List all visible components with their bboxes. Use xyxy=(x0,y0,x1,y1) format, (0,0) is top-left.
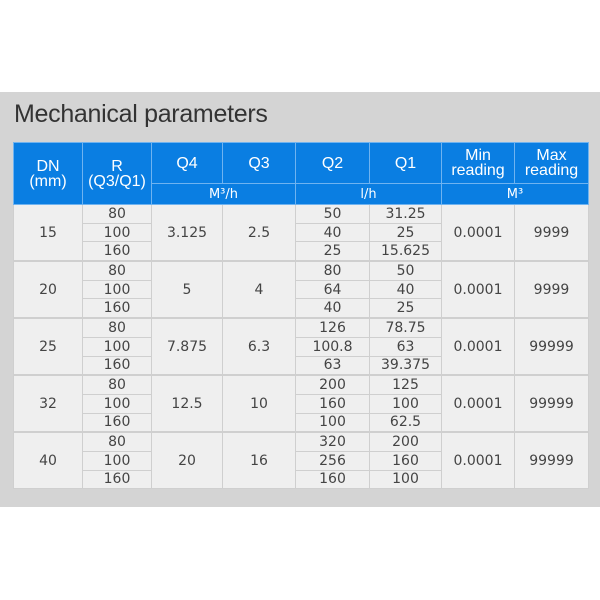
r-cell: 80 xyxy=(82,260,152,281)
r-cell: 80 xyxy=(82,374,152,395)
unit-q2-q1: l/h xyxy=(295,183,442,205)
table-row: 100 256 160 xyxy=(14,450,589,471)
q2-cell: 256 xyxy=(295,450,370,471)
r-cell: 160 xyxy=(82,469,152,490)
q2-cell: 320 xyxy=(295,431,370,452)
q4-cell: 5 xyxy=(151,260,223,319)
max-reading-cell: 99999 xyxy=(514,431,589,490)
table-row: 100 64 40 xyxy=(14,279,589,300)
q4-cell: 20 xyxy=(151,431,223,490)
r-cell: 80 xyxy=(82,204,152,224)
table-body: 15 80 3.125 2.5 50 31.25 0.0001 9999 100 40 25 160 2… xyxy=(13,204,589,490)
r-cell: 100 xyxy=(82,336,152,357)
q2-cell: 63 xyxy=(295,355,370,376)
page-title: Mechanical parameters xyxy=(14,100,268,128)
header-max-reading: Max reading xyxy=(514,142,589,184)
r-cell: 100 xyxy=(82,450,152,471)
min-reading-cell: 0.0001 xyxy=(441,260,515,319)
max-reading-cell: 99999 xyxy=(514,374,589,433)
parameters-table: DN (mm) R (Q3/Q1) Q4 Q3 Q2 Q1 Min reading … xyxy=(13,142,589,490)
table-row: 160 40 25 xyxy=(14,298,589,319)
q1-cell: 100 xyxy=(369,469,442,490)
r-cell: 160 xyxy=(82,355,152,376)
q4-cell: 12.5 xyxy=(151,374,223,433)
min-reading-cell: 0.0001 xyxy=(441,317,515,376)
q3-cell: 6.3 xyxy=(222,317,296,376)
q2-cell: 100 xyxy=(295,412,370,433)
table-row: 25 80 7.875 6.3 126 78.75 0.0001 99999 xyxy=(13,317,589,376)
table-row: 40 80 20 16 320 200 0.0001 99999 xyxy=(13,431,589,490)
q1-cell: 31.25 xyxy=(369,204,442,224)
q2-cell: 126 xyxy=(295,317,370,338)
r-cell: 80 xyxy=(82,431,152,452)
q2-cell: 160 xyxy=(295,469,370,490)
header-min-reading: Min reading xyxy=(441,142,515,184)
q2-cell: 160 xyxy=(295,393,370,414)
header-r: R (Q3/Q1) xyxy=(82,142,152,205)
header-q2: Q2 xyxy=(295,142,370,184)
unit-q4-q3: M³/h xyxy=(151,183,296,205)
q1-cell: 25 xyxy=(369,298,442,319)
r-cell: 160 xyxy=(82,412,152,433)
q1-cell: 62.5 xyxy=(369,412,442,433)
q3-cell: 4 xyxy=(222,260,296,319)
q2-cell: 80 xyxy=(295,260,370,281)
table-row: 160 63 39.375 xyxy=(14,355,589,376)
r-cell: 80 xyxy=(82,317,152,338)
q3-cell: 16 xyxy=(222,431,296,490)
q2-cell: 25 xyxy=(295,241,370,262)
q4-cell: 3.125 xyxy=(151,204,223,262)
header-q1: Q1 xyxy=(369,142,442,184)
dn-cell: 20 xyxy=(13,260,83,319)
q1-cell: 100 xyxy=(369,393,442,414)
q1-cell: 40 xyxy=(369,279,442,300)
q1-cell: 125 xyxy=(369,374,442,395)
header-dn: DN (mm) xyxy=(13,142,83,205)
min-reading-cell: 0.0001 xyxy=(441,374,515,433)
header-q3: Q3 xyxy=(222,142,296,184)
q1-cell: 200 xyxy=(369,431,442,452)
dn-cell: 40 xyxy=(13,431,83,490)
q1-cell: 63 xyxy=(369,336,442,357)
r-cell: 160 xyxy=(82,241,152,262)
max-reading-cell: 9999 xyxy=(514,260,589,319)
q2-cell: 100.8 xyxy=(295,336,370,357)
min-reading-cell: 0.0001 xyxy=(441,204,515,262)
q1-cell: 50 xyxy=(369,260,442,281)
q2-cell: 200 xyxy=(295,374,370,395)
table-row: 160 160 100 xyxy=(14,469,589,490)
q2-cell: 40 xyxy=(295,298,370,319)
r-cell: 100 xyxy=(82,279,152,300)
table-row: 32 80 12.5 10 200 125 0.0001 99999 xyxy=(13,374,589,433)
header-q4: Q4 xyxy=(151,142,223,184)
q3-cell: 2.5 xyxy=(222,204,296,262)
q4-cell: 7.875 xyxy=(151,317,223,376)
table-row: 15 80 3.125 2.5 50 31.25 0.0001 9999 xyxy=(13,204,589,262)
dn-cell: 25 xyxy=(13,317,83,376)
min-reading-cell: 0.0001 xyxy=(441,431,515,490)
r-cell: 100 xyxy=(82,222,152,243)
q1-cell: 160 xyxy=(369,450,442,471)
q2-cell: 40 xyxy=(295,222,370,243)
max-reading-cell: 9999 xyxy=(514,204,589,262)
q2-cell: 50 xyxy=(295,204,370,224)
q1-cell: 25 xyxy=(369,222,442,243)
dn-cell: 15 xyxy=(13,204,83,262)
r-cell: 100 xyxy=(82,393,152,414)
max-reading-cell: 99999 xyxy=(514,317,589,376)
q1-cell: 39.375 xyxy=(369,355,442,376)
table-row: 100 40 25 xyxy=(14,222,589,243)
table-row: 100 100.8 63 xyxy=(14,336,589,357)
q1-cell: 15.625 xyxy=(369,241,442,262)
unit-reading: M³ xyxy=(441,183,589,205)
table-row: 20 80 5 4 80 50 0.0001 9999 xyxy=(13,260,589,319)
q2-cell: 64 xyxy=(295,279,370,300)
q1-cell: 78.75 xyxy=(369,317,442,338)
dn-cell: 32 xyxy=(13,374,83,433)
q3-cell: 10 xyxy=(222,374,296,433)
r-cell: 160 xyxy=(82,298,152,319)
